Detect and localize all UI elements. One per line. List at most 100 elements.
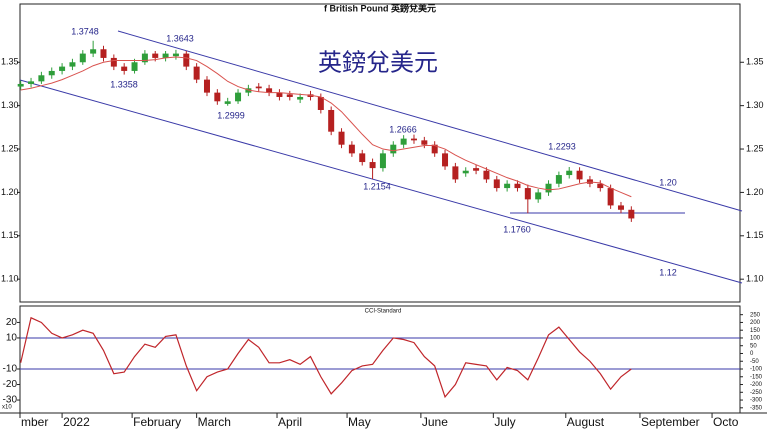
candle-body xyxy=(524,188,531,200)
candle-body xyxy=(566,170,573,176)
y-tick-label: 1.35 xyxy=(746,57,764,67)
candle-body xyxy=(545,183,552,193)
candle-body xyxy=(100,49,107,58)
candle-body xyxy=(162,53,169,58)
x-tick-label: 2022 xyxy=(63,415,90,429)
annotation: 1.12 xyxy=(659,267,677,277)
x-tick-label: September xyxy=(641,415,700,429)
y-tick-label: 1.15 xyxy=(1,230,19,240)
candle-body xyxy=(421,140,428,145)
candle-body xyxy=(576,170,583,180)
y-tick-label: 1.25 xyxy=(1,143,19,153)
x-tick-label: February xyxy=(133,415,181,429)
x-tick-label: March xyxy=(198,415,231,429)
y-tick-label: 250 xyxy=(750,312,761,318)
cci-line xyxy=(20,316,632,399)
price-panel xyxy=(19,3,741,303)
candle-body xyxy=(369,162,376,169)
annotation: 1.20 xyxy=(659,177,677,187)
lower-channel xyxy=(19,79,743,284)
candle-body xyxy=(255,86,262,89)
annotation: 1.2999 xyxy=(217,110,245,120)
candle-body xyxy=(286,94,293,97)
y-tick-label: -300 xyxy=(750,398,763,404)
y-tick-label: 1.35 xyxy=(1,57,19,67)
annotation: 1.3748 xyxy=(71,26,99,36)
candle-body xyxy=(172,53,179,57)
y-tick-label: 50 xyxy=(750,343,757,349)
cci-title: CCI-Standard xyxy=(365,309,402,315)
candle-body xyxy=(28,81,35,84)
candle-body xyxy=(141,53,148,63)
x-tick-label: July xyxy=(494,415,515,429)
candle-body xyxy=(410,138,417,141)
y-tick-label: -350 xyxy=(750,405,763,411)
y-tick-label: 1.15 xyxy=(746,230,764,240)
candle-body xyxy=(152,53,159,58)
candle-body xyxy=(379,153,386,169)
y-tick-label: 1.20 xyxy=(746,187,764,197)
y-tick-label: -20 xyxy=(3,379,18,390)
chart-title: f British Pound 英鎊兌美元 xyxy=(324,2,436,13)
moving-average-line xyxy=(20,56,632,198)
candle-body xyxy=(504,183,511,189)
candle-body xyxy=(628,209,635,219)
candle-body xyxy=(59,66,66,71)
candle-body xyxy=(79,53,86,63)
x-tick-label: May xyxy=(348,415,371,429)
y-tick-label: 1.10 xyxy=(1,274,19,284)
candle-body xyxy=(473,168,480,171)
y-tick-label: 20 xyxy=(6,317,18,328)
candle-body xyxy=(617,205,624,210)
y-tick-label: -10 xyxy=(3,364,18,375)
candle-body xyxy=(69,62,76,67)
x-tick-label: June xyxy=(422,415,448,429)
y-tick-label: 1.10 xyxy=(746,274,764,284)
x-tick-label: mber xyxy=(21,415,48,429)
y-tick-label: 0 xyxy=(750,351,754,357)
y-tick-label: -200 xyxy=(750,382,763,388)
y-tick-label: 1.30 xyxy=(1,100,19,110)
candle-body xyxy=(431,144,438,154)
y-tick-label: 1.30 xyxy=(746,100,764,110)
candle-body xyxy=(38,75,45,82)
y-tick-label: 150 xyxy=(750,328,761,334)
chart-label: 英鎊兌美元 xyxy=(318,49,438,77)
x-tick-label: Octo xyxy=(713,415,739,429)
y-tick-label: -50 xyxy=(750,359,759,365)
y-tick-label: 1.25 xyxy=(746,143,764,153)
candle-body xyxy=(607,188,614,206)
candle-body xyxy=(48,70,55,76)
y-tick-label: 100 xyxy=(750,336,761,342)
y-tick-label: -250 xyxy=(750,390,763,396)
candle-body xyxy=(400,138,407,145)
candle-body xyxy=(193,66,200,80)
annotation: 1.2666 xyxy=(389,124,417,134)
candle-body xyxy=(514,183,521,189)
annotation: 1.3643 xyxy=(166,33,194,43)
candle-body xyxy=(203,79,210,93)
candle-body xyxy=(224,101,231,104)
candle-body xyxy=(462,170,469,174)
candle-body xyxy=(483,170,490,180)
candle-body xyxy=(17,83,24,87)
candle-body xyxy=(597,183,604,189)
candle-body xyxy=(214,92,221,102)
candle-body xyxy=(452,166,459,180)
scale-note: x10 xyxy=(2,405,12,411)
upper-channel xyxy=(117,30,743,212)
y-tick-label: 10 xyxy=(6,333,18,344)
candle-body xyxy=(390,144,397,154)
y-tick-label: 200 xyxy=(750,320,761,326)
candle-body xyxy=(235,92,242,102)
candle-body xyxy=(338,131,345,145)
candle-body xyxy=(442,153,449,167)
y-tick-label: -150 xyxy=(750,374,763,380)
y-tick-label: -100 xyxy=(750,367,763,373)
candle-body xyxy=(131,62,138,71)
annotation: 1.2293 xyxy=(548,141,576,151)
candle-body xyxy=(266,88,273,93)
candle-body xyxy=(348,144,355,154)
